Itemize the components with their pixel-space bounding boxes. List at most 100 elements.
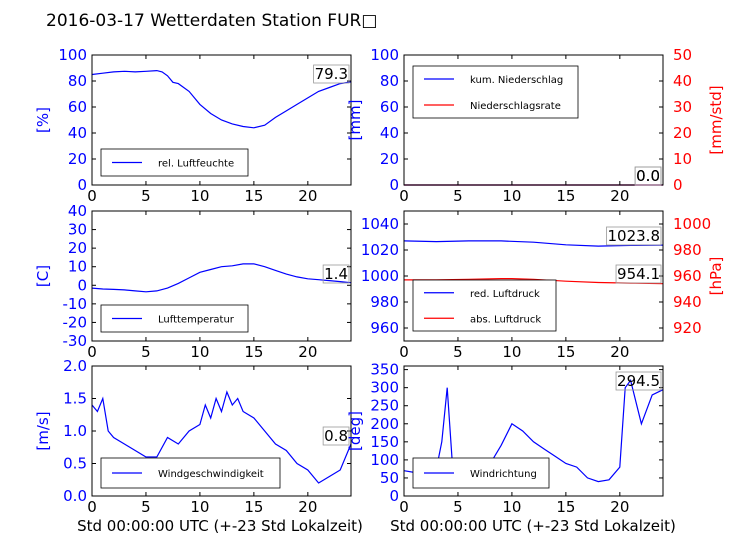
- last-value-label: 1.4: [324, 265, 348, 283]
- y-tick-label: 200: [370, 415, 399, 433]
- x-axis-label-left: Std 00:00:00 UTC (+-23 Std Lokalzeit): [77, 517, 363, 535]
- last-value-label: 0.8: [324, 427, 348, 445]
- plot-frame: [403, 365, 664, 497]
- y-tick-label: 1020: [361, 241, 399, 259]
- chart-panel: 0 5 10 15 20 0 20 40 60 80 100 0 10 20 30 40 50 [mm] [mm/s…: [346, 46, 725, 205]
- y-tick-label: 960: [370, 319, 399, 337]
- y-right-tick-label: 30: [673, 98, 692, 116]
- y-tick-label: 1.0: [63, 422, 87, 440]
- y-tick-label: 300: [370, 379, 399, 397]
- legend-label: Niederschlagsrate: [470, 101, 561, 112]
- y-right-tick-label: 1000: [673, 215, 711, 233]
- y-tick-label: 80: [68, 72, 87, 90]
- last-value-box: [322, 426, 350, 446]
- chart-panel: 0 5 10 15 20 0.0 0.5 1.0 1.5 2.0 [m/s] Windgeschwin…: [34, 357, 352, 516]
- x-tick-label: 5: [141, 187, 151, 205]
- y-tick-label: 0.0: [63, 487, 87, 505]
- plot-frame: [403, 54, 664, 186]
- y-tick-label: 150: [370, 433, 399, 451]
- y-right-tick-label: 960: [673, 267, 702, 285]
- last-value-box: [615, 264, 662, 284]
- chart-panel: 0 5 10 15 20050100150200250300350[deg]Windri…: [346, 361, 664, 516]
- chart-panel: 0 5 10 15 20-30-20-10010203040[C]Lufttempera…: [34, 202, 352, 361]
- plot-frame: [91, 210, 352, 342]
- x-tick-label: 5: [141, 343, 151, 361]
- y-tick-label: 2.0: [63, 357, 87, 375]
- x-tick-label: 5: [453, 498, 463, 516]
- x-tick-label: 0: [399, 187, 409, 205]
- legend-box: [412, 65, 579, 119]
- legend-label: abs. Luftdruck: [470, 314, 541, 325]
- x-tick-label: 20: [610, 343, 629, 361]
- x-tick-label: 5: [453, 343, 463, 361]
- x-tick-label: 10: [502, 498, 521, 516]
- y-tick-label: 20: [380, 150, 399, 168]
- last-value-label: 294.5: [617, 372, 660, 390]
- series-line: [91, 263, 352, 293]
- x-tick-label: 10: [502, 187, 521, 205]
- y-right-tick-label: 0: [673, 176, 683, 194]
- y-tick-label: 0: [389, 487, 399, 505]
- last-value-box: [606, 226, 662, 246]
- x-tick-label: 20: [298, 187, 317, 205]
- x-tick-label: 10: [190, 498, 209, 516]
- y-axis-label-right: [hPa]: [707, 257, 725, 296]
- y-tick-label: 100: [370, 46, 399, 64]
- x-tick-label: 0: [399, 498, 409, 516]
- figure-title: 2016-03-17 Wetterdaten Station FUR□: [46, 11, 377, 31]
- y-tick-label: -30: [63, 332, 88, 350]
- y-right-tick-label: 50: [673, 46, 692, 64]
- y-tick-label: 350: [370, 361, 399, 379]
- y-right-tick-label: 20: [673, 124, 692, 142]
- last-value-label: 954.1: [617, 265, 660, 283]
- x-tick-label: 10: [502, 343, 521, 361]
- y-tick-label: 30: [68, 221, 87, 239]
- x-tick-label: 5: [453, 187, 463, 205]
- x-tick-label: 20: [298, 498, 317, 516]
- y-tick-label: -20: [63, 313, 88, 331]
- y-tick-label: 0: [389, 176, 399, 194]
- y-tick-label: 0.5: [63, 455, 87, 473]
- x-tick-label: 15: [556, 498, 575, 516]
- last-value-label: 0.0: [636, 167, 660, 185]
- y-tick-label: 100: [58, 46, 87, 64]
- last-value-box: [615, 371, 662, 391]
- y-tick-label: 100: [370, 451, 399, 469]
- y-right-tick-label: 10: [673, 150, 692, 168]
- y-tick-label: 0: [77, 276, 87, 294]
- x-tick-label: 15: [244, 498, 263, 516]
- x-axis-label-right: Std 00:00:00 UTC (+-23 Std Lokalzeit): [390, 517, 676, 535]
- x-tick-label: 15: [244, 343, 263, 361]
- x-tick-label: 0: [399, 343, 409, 361]
- y-axis-label-right: [mm/std]: [707, 85, 725, 154]
- last-value-box: [322, 264, 350, 284]
- chart-panel: 0 5 10 15 20 960 980 1000 1020 1040 920 940 960 980 10…: [361, 210, 725, 361]
- y-tick-label: 0: [77, 176, 87, 194]
- y-axis-label: [deg]: [346, 411, 364, 451]
- x-tick-label: 20: [610, 498, 629, 516]
- y-axis-label: [mm]: [346, 100, 364, 141]
- series-line: [403, 240, 664, 247]
- y-tick-label: 250: [370, 397, 399, 415]
- legend-box: [412, 279, 557, 332]
- y-tick-label: 60: [68, 98, 87, 116]
- y-axis-label: [%]: [34, 107, 52, 133]
- y-right-tick-label: 980: [673, 241, 702, 259]
- x-tick-label: 10: [190, 187, 209, 205]
- y-tick-label: 1000: [361, 267, 399, 285]
- x-tick-label: 20: [298, 343, 317, 361]
- y-tick-label: 1040: [361, 215, 399, 233]
- last-value-label: 0.0: [636, 167, 660, 185]
- last-value-box: [634, 166, 662, 186]
- last-value-box: [313, 64, 350, 84]
- y-tick-label: 40: [380, 124, 399, 142]
- legend-label: Windgeschwindigkeit: [158, 469, 264, 480]
- legend-label: kum. Niederschlag: [470, 75, 563, 86]
- last-value-label: 79.3: [315, 65, 348, 83]
- y-tick-label: 40: [68, 124, 87, 142]
- y-tick-label: 60: [380, 98, 399, 116]
- x-tick-label: 20: [610, 187, 629, 205]
- y-axis-label: [m/s]: [34, 411, 52, 450]
- y-tick-label: 980: [370, 293, 399, 311]
